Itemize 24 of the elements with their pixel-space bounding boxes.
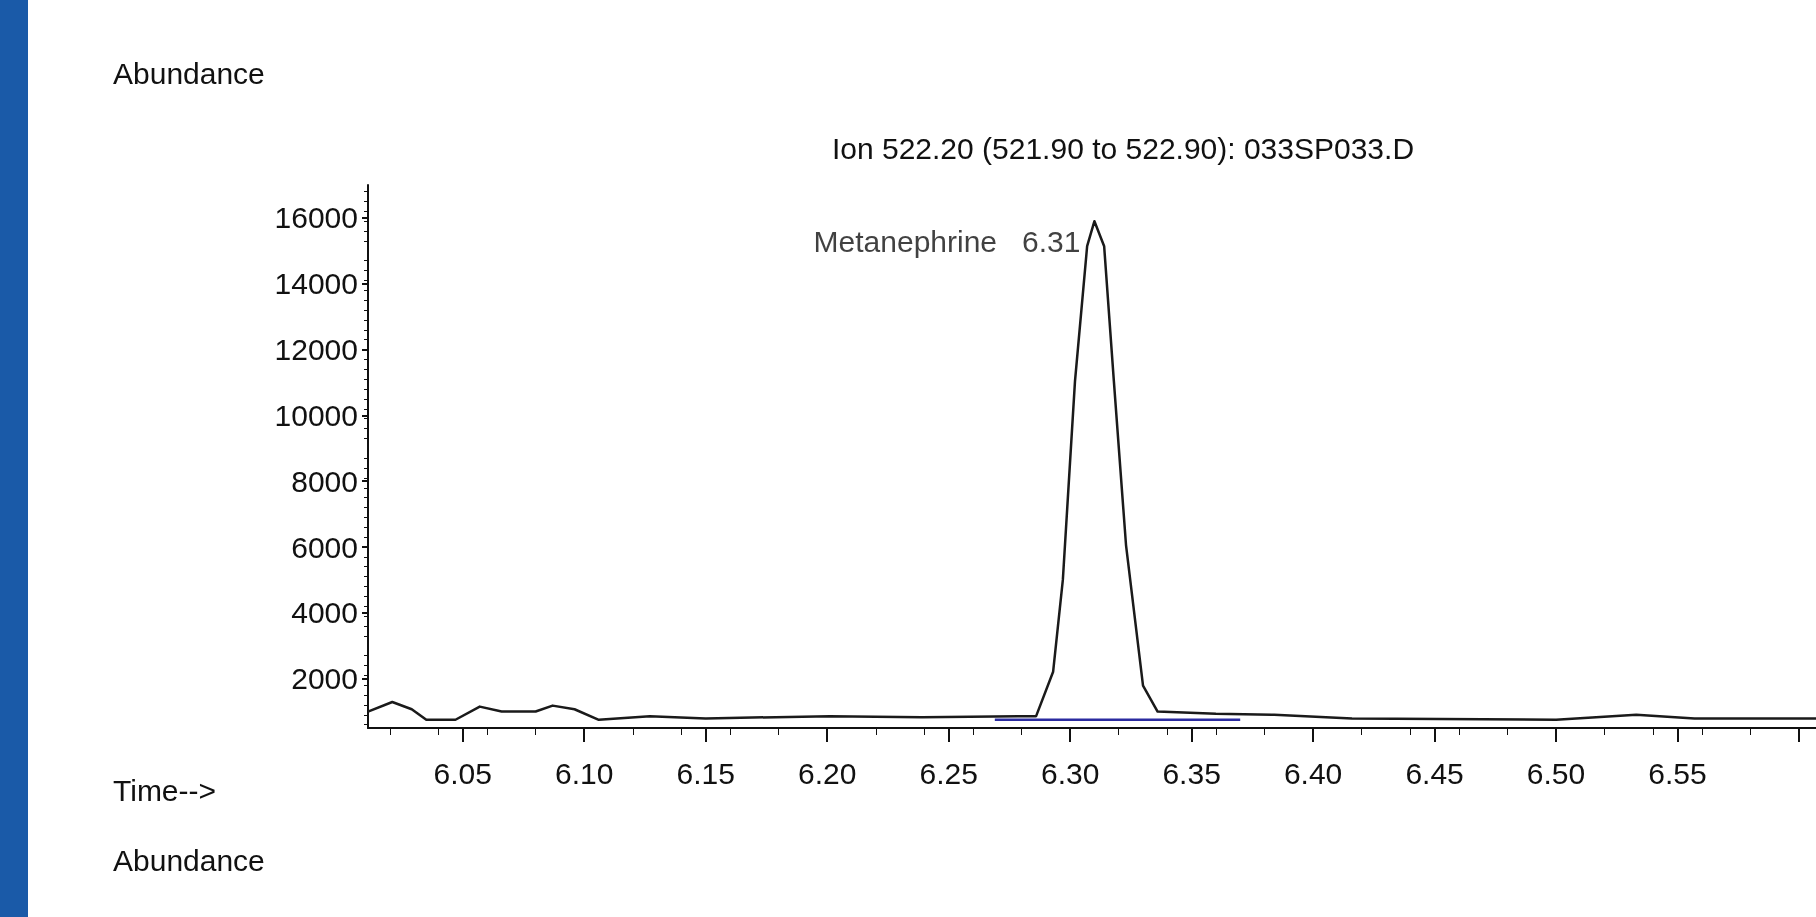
text: Abundance <box>113 843 265 877</box>
y-tick-label: 14000 <box>274 267 358 301</box>
x-tick-label: 6.40 <box>1283 756 1343 790</box>
y-axis-title: Abundance <box>113 56 265 90</box>
x-tick-label: 6.45 <box>1405 756 1464 790</box>
y-tick-label: 2000 <box>291 662 358 696</box>
y-tick-label: 6000 <box>291 530 358 564</box>
y-tick-label: 4000 <box>291 596 358 630</box>
y-tick-label: 8000 <box>291 464 358 498</box>
x-tick-label: 6.10 <box>555 756 614 790</box>
x-tick-label: 6.25 <box>919 756 978 790</box>
y-tick-label: 10000 <box>274 398 358 432</box>
chart-title: Ion 522.20 (521.90 to 522.90): 033SP033.D <box>831 131 1415 165</box>
x-tick-label: 6.35 <box>1162 756 1221 790</box>
x-axis-title: Time--> <box>113 773 217 807</box>
x-tick-label: 6.05 <box>433 756 492 790</box>
x-tick-label: 6.20 <box>797 756 857 790</box>
y-tick-label: 16000 <box>274 201 358 235</box>
x-tick-label: 6.50 <box>1526 756 1586 790</box>
x-tick-label: 6.30 <box>1040 756 1100 790</box>
annotation: Metanephrine 6.31 <box>813 224 1081 258</box>
x-tick-label: 6.15 <box>676 756 735 790</box>
y-tick-label: 12000 <box>274 333 358 367</box>
x-tick-label: 6.55 <box>1648 756 1707 790</box>
